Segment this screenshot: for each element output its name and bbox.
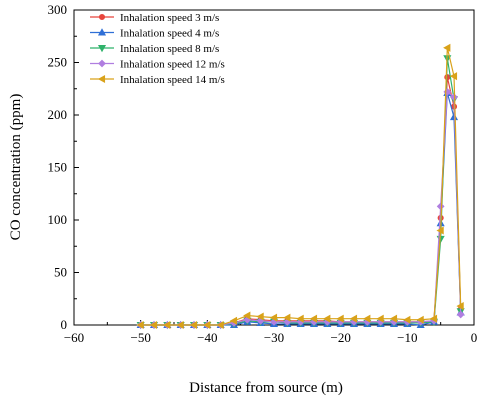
legend: Inhalation speed 3 m/s Inhalation speed 4… bbox=[90, 12, 225, 86]
legend-label: Inhalation speed 8 m/s bbox=[120, 43, 219, 55]
data-point bbox=[229, 316, 238, 325]
x-tick-label: −20 bbox=[330, 330, 350, 345]
data-point bbox=[189, 320, 198, 330]
data-point bbox=[97, 44, 107, 53]
data-point bbox=[444, 74, 451, 81]
legend-entry-3: Inhalation speed 8 m/s bbox=[90, 43, 219, 55]
data-point bbox=[449, 72, 458, 81]
x-tick-label: 0 bbox=[471, 330, 478, 345]
data-point bbox=[309, 314, 318, 323]
data-point bbox=[436, 226, 444, 235]
data-point bbox=[269, 313, 278, 322]
data-point bbox=[283, 313, 291, 322]
series-line bbox=[140, 92, 462, 326]
data-point bbox=[416, 315, 424, 324]
data-point bbox=[456, 310, 465, 319]
series-line bbox=[140, 58, 462, 326]
data-point bbox=[376, 314, 384, 323]
x-tick-label: −10 bbox=[397, 330, 417, 345]
x-tick-label: −60 bbox=[64, 330, 84, 345]
axes-frame bbox=[73, 9, 475, 326]
y-tick-label: 0 bbox=[61, 317, 68, 332]
data-point bbox=[403, 315, 411, 324]
series-2 bbox=[136, 88, 465, 329]
data-point bbox=[296, 314, 304, 323]
data-point bbox=[203, 320, 211, 330]
data-point bbox=[363, 314, 371, 323]
series-4 bbox=[136, 87, 465, 329]
legend-label: Inhalation speed 3 m/s bbox=[120, 12, 219, 24]
series-5 bbox=[136, 43, 464, 330]
plot-frame bbox=[73, 9, 475, 326]
data-point bbox=[136, 320, 144, 330]
data-point bbox=[243, 311, 251, 320]
data-point bbox=[98, 59, 106, 68]
data-point bbox=[349, 314, 358, 323]
data-point bbox=[323, 314, 331, 323]
y-axis-title: CO concentration (ppm) bbox=[8, 94, 24, 241]
data-point bbox=[256, 312, 264, 321]
data-point bbox=[216, 320, 224, 330]
data-point bbox=[443, 43, 451, 52]
data-point bbox=[176, 320, 184, 330]
y-tick-label: 100 bbox=[48, 212, 68, 227]
data-point bbox=[97, 74, 106, 84]
y-tick-label: 200 bbox=[48, 107, 68, 122]
legend-entry-4: Inhalation speed 12 m/s bbox=[90, 59, 225, 71]
data-point bbox=[389, 314, 398, 323]
series-1 bbox=[137, 74, 464, 329]
y-tick-label: 150 bbox=[48, 160, 68, 175]
legend-entry-1: Inhalation speed 3 m/s bbox=[90, 12, 219, 24]
legend-label: Inhalation speed 4 m/s bbox=[120, 28, 219, 40]
legend-entry-5: Inhalation speed 14 m/s bbox=[90, 74, 225, 86]
series-line bbox=[140, 47, 462, 326]
data-point bbox=[163, 320, 171, 330]
data-point bbox=[436, 202, 445, 211]
series-3 bbox=[136, 55, 465, 330]
legend-label: Inhalation speed 12 m/s bbox=[120, 59, 225, 71]
series-line bbox=[140, 77, 462, 326]
y-tick-label: 250 bbox=[48, 55, 68, 70]
y-tick-label: 300 bbox=[48, 2, 68, 17]
x-tick-label: −40 bbox=[197, 330, 217, 345]
x-tick-label: −50 bbox=[130, 330, 150, 345]
data-point bbox=[450, 93, 458, 102]
data-point bbox=[149, 320, 158, 330]
data-point bbox=[97, 28, 107, 36]
tick-labels: −60 −50 −40 −30 −20 −10 0 0 50 100 150 200 250 300 bbox=[48, 2, 478, 345]
x-axis-title: Distance from source (m) bbox=[189, 380, 343, 396]
data-point bbox=[456, 302, 464, 311]
y-tick-label: 50 bbox=[54, 265, 67, 280]
x-tick-label: −30 bbox=[264, 330, 284, 345]
legend-label: Inhalation speed 14 m/s bbox=[120, 74, 225, 86]
legend-entry-2: Inhalation speed 4 m/s bbox=[90, 28, 219, 40]
series-line bbox=[140, 90, 462, 326]
data-point bbox=[336, 314, 344, 323]
series-layer bbox=[136, 43, 465, 330]
data-point bbox=[98, 13, 106, 21]
data-point bbox=[429, 314, 438, 323]
